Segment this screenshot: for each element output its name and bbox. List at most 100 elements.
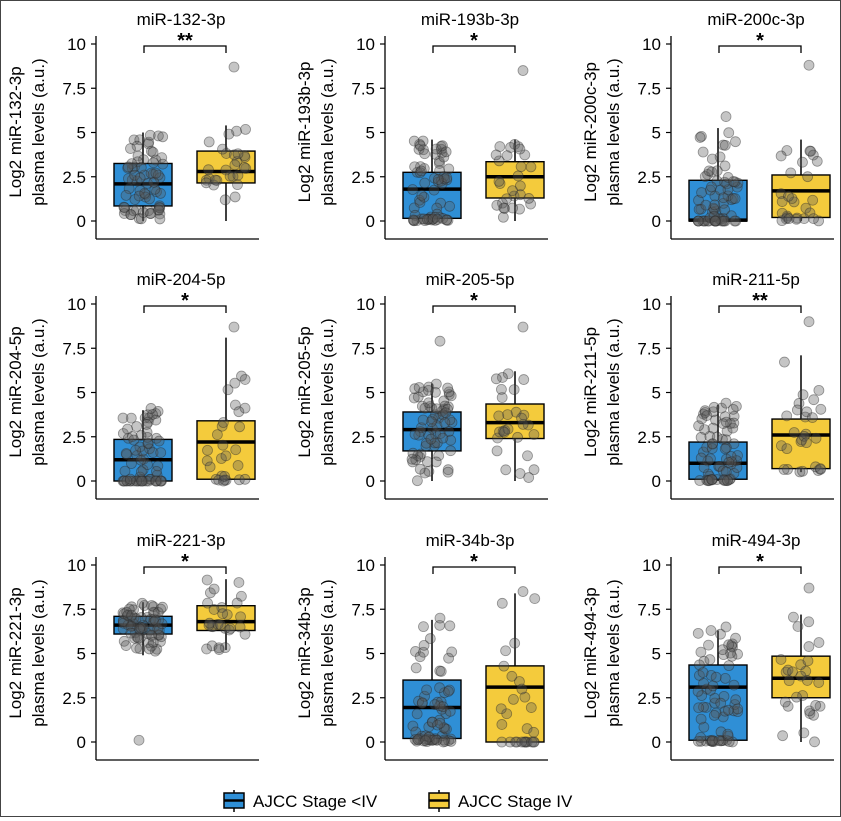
data-point [415, 426, 426, 437]
data-point [227, 171, 239, 182]
data-point [439, 687, 450, 699]
y-tick-label: 7.5 [637, 339, 661, 358]
data-point [775, 654, 787, 665]
data-point [126, 458, 137, 469]
data-point [706, 474, 718, 486]
data-point [726, 640, 737, 652]
data-point [128, 604, 139, 616]
data-point [704, 184, 716, 196]
data-point [779, 356, 790, 368]
data-point [134, 621, 146, 633]
data-point [419, 402, 431, 414]
data-point [234, 621, 246, 633]
data-point [424, 633, 436, 644]
outlier-point [720, 111, 732, 122]
data-point [706, 153, 718, 165]
data-point [708, 401, 720, 413]
data-point [415, 448, 427, 460]
data-point [202, 444, 213, 456]
data-point [124, 473, 136, 485]
data-point [418, 621, 429, 633]
data-point [146, 600, 158, 611]
data-point [134, 172, 146, 184]
y-tick-label: 2.5 [637, 428, 661, 447]
data-point [156, 618, 168, 630]
data-point [795, 670, 807, 682]
data-point [727, 193, 739, 204]
data-point [778, 464, 790, 475]
data-point [122, 432, 134, 444]
data-point [421, 736, 433, 748]
data-point [432, 176, 444, 188]
data-point [152, 169, 164, 181]
data-point [129, 194, 141, 205]
data-point [407, 447, 419, 459]
data-point [123, 603, 135, 615]
data-point [121, 475, 133, 487]
data-point [118, 208, 130, 219]
data-point [429, 172, 440, 184]
data-point [719, 411, 731, 423]
data-point [443, 389, 455, 400]
data-point [508, 384, 520, 395]
data-point [509, 138, 521, 150]
data-point [727, 641, 738, 653]
data-point [723, 736, 735, 747]
data-point [722, 728, 734, 740]
data-point [431, 202, 443, 214]
data-point [491, 199, 503, 211]
data-point [785, 167, 797, 179]
data-point [128, 205, 140, 217]
data-point [203, 164, 214, 176]
data-point [725, 458, 737, 470]
data-point [511, 736, 523, 748]
data-point [725, 451, 737, 462]
data-point [699, 405, 711, 417]
data-point [702, 215, 714, 227]
data-point [723, 639, 735, 651]
data-point [718, 198, 729, 209]
data-point [413, 695, 424, 707]
data-point [706, 443, 718, 454]
data-point [125, 209, 137, 221]
data-point [715, 726, 727, 738]
data-point [496, 392, 508, 403]
data-point [516, 683, 528, 695]
data-point [514, 203, 525, 215]
data-point [429, 437, 441, 449]
data-point [145, 208, 156, 220]
data-point [716, 402, 727, 414]
data-point [135, 612, 147, 623]
outlier-point [517, 586, 529, 597]
y-tick-label: 2.5 [62, 428, 86, 447]
data-point [815, 464, 826, 475]
data-point [500, 645, 512, 657]
data-point [152, 607, 164, 618]
data-point [520, 736, 532, 748]
data-point [421, 684, 433, 696]
data-point [710, 205, 722, 217]
data-point [805, 145, 817, 157]
data-point [235, 611, 246, 623]
data-point [144, 129, 156, 141]
data-point [707, 736, 718, 747]
data-point [504, 736, 516, 748]
data-point [501, 708, 513, 720]
data-point [717, 433, 728, 445]
data-point [528, 736, 540, 748]
data-point [135, 213, 147, 225]
data-point [220, 148, 232, 159]
data-point [209, 174, 221, 186]
data-point [497, 425, 509, 437]
data-point [721, 178, 733, 190]
data-point [118, 608, 130, 620]
data-point [151, 432, 162, 444]
data-point [138, 600, 150, 611]
data-point [717, 735, 729, 747]
data-point [730, 136, 741, 148]
data-point [719, 160, 731, 172]
data-point [427, 413, 438, 425]
data-point [700, 735, 712, 747]
y-axis-label: Log2 miR-193b-3p [295, 62, 314, 203]
